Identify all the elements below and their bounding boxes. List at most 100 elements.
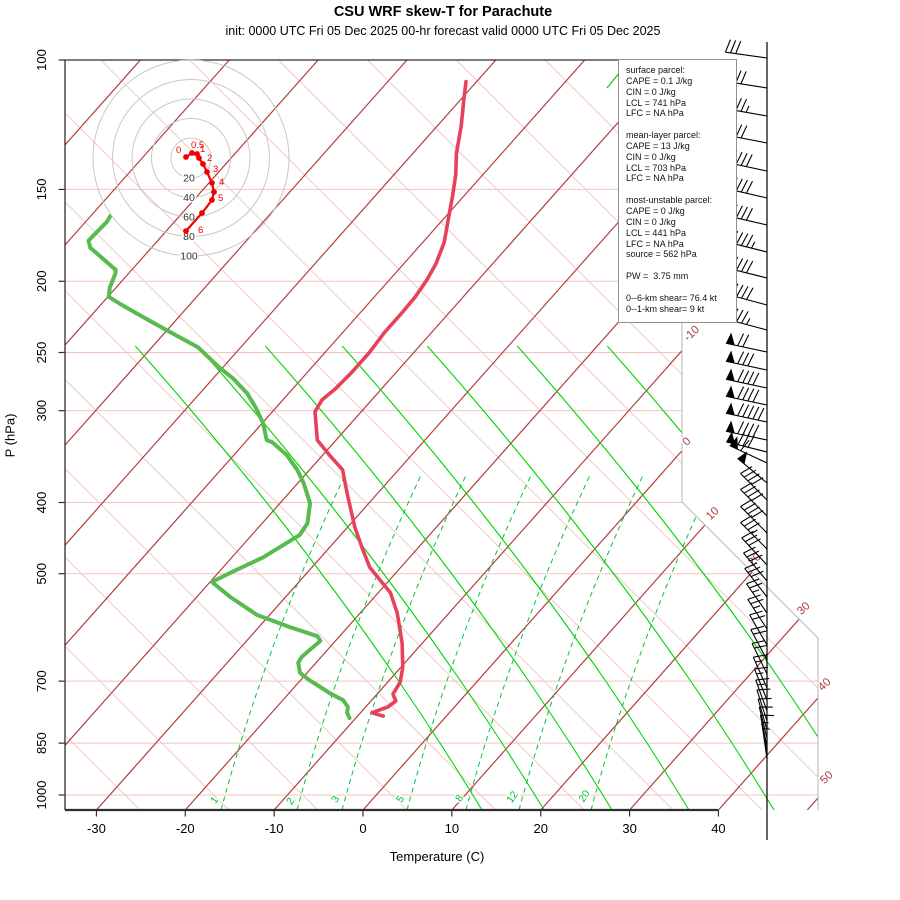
hodograph-ring-label: 60 xyxy=(183,212,195,224)
plot-title: CSU WRF skew-T for Parachute xyxy=(333,4,553,20)
y-axis-title: P (hPa) xyxy=(2,413,18,458)
wind-barb xyxy=(726,431,768,453)
hodograph-height-label: 0 xyxy=(176,145,181,156)
isotherm-line xyxy=(273,60,818,810)
plot-subtitle: init: 0000 UTC Fri 05 Dec 2025 00-hr for… xyxy=(225,24,661,38)
info-box-line: surface parcel: xyxy=(626,65,686,75)
wind-barb xyxy=(740,466,768,501)
wind-barb xyxy=(740,482,768,517)
mixing-ratio-line xyxy=(518,473,645,810)
hodograph-ring-label: 40 xyxy=(183,192,195,204)
y-tick-label: 250 xyxy=(34,342,49,364)
y-tick-label: 500 xyxy=(34,563,49,585)
mixing-ratio-line xyxy=(406,473,533,810)
hodograph-height-label: 3 xyxy=(213,164,218,175)
dry-adiabat-line xyxy=(65,60,230,810)
hodograph-trace-point xyxy=(211,189,217,195)
y-tick-label: 300 xyxy=(34,400,49,422)
hodograph-trace-point xyxy=(183,228,189,234)
moist-adiabat-line xyxy=(516,345,818,810)
mixing-ratio-line xyxy=(465,473,592,810)
info-box-line: CIN = 0 J/kg xyxy=(626,151,676,162)
y-tick-label: 700 xyxy=(34,670,49,692)
dry-adiabat-line xyxy=(278,60,818,810)
wind-barb xyxy=(749,610,768,646)
hodograph-ring-label: 100 xyxy=(180,251,198,263)
wind-barb xyxy=(725,350,768,371)
info-box-line: LCL = 703 hPa xyxy=(626,162,686,173)
isotherm-line xyxy=(629,60,818,810)
x-tick-label: -30 xyxy=(87,821,106,836)
info-box-line: 0--6-km shear= 76.4 kt xyxy=(626,292,717,303)
dry-adiabat-line xyxy=(65,60,407,810)
info-box-line xyxy=(626,184,736,195)
moist-adiabat-line xyxy=(264,345,613,810)
info-box-line: PW = 3.75 mm xyxy=(626,271,689,282)
hodograph-trace-point xyxy=(199,210,205,216)
wind-barb xyxy=(746,578,768,614)
info-box-line: LCL = 441 hPa xyxy=(626,227,686,238)
wind-barb xyxy=(743,546,768,582)
wind-barb xyxy=(751,640,768,675)
wind-barb xyxy=(725,402,768,423)
wind-barb xyxy=(740,515,768,550)
x-tick-label: 20 xyxy=(533,821,547,836)
isotherm-line xyxy=(540,60,818,810)
moist-adiabat-line xyxy=(196,345,545,810)
isotherm-line xyxy=(65,60,408,810)
mixing-ratio-line xyxy=(220,473,347,810)
info-box-line: mean-layer parcel: xyxy=(626,130,701,141)
hodograph-trace-point xyxy=(204,169,210,175)
temperature-curve xyxy=(313,79,468,718)
info-box-line: source = 562 hPa xyxy=(626,249,697,260)
info-box-line: LFC = NA hPa xyxy=(626,238,684,249)
isotherm-label: 30 xyxy=(795,600,813,618)
info-box-line: LCL = 741 hPa xyxy=(626,97,686,108)
dewpoint-curve xyxy=(86,214,352,721)
dry-adiabat-line xyxy=(65,60,763,810)
y-tick-label: 200 xyxy=(34,270,49,292)
x-tick-label: 10 xyxy=(445,821,459,836)
info-box-line xyxy=(626,119,736,130)
mixing-ratio-label: 12 xyxy=(504,789,521,806)
isotherm-line xyxy=(65,60,675,810)
moist-adiabat-line xyxy=(426,345,775,810)
y-tick-label: 1000 xyxy=(34,781,49,810)
info-box-line: CAPE = 0.1 J/kg xyxy=(626,75,693,86)
wind-barb xyxy=(755,678,770,712)
moist-adiabat-line xyxy=(134,345,483,810)
hodograph-height-label: 6 xyxy=(198,225,203,236)
info-box: surface parcel: CAPE = 0.1 J/kg CIN = 0 J/… xyxy=(618,59,737,323)
info-box-line: most-unstable parcel: xyxy=(626,195,713,206)
wind-barb xyxy=(729,436,768,464)
wind-barb xyxy=(759,714,774,747)
wind-barb xyxy=(740,499,768,534)
dry-adiabat-line xyxy=(65,60,141,810)
axis-ticks-and-labels: -30 -20 -10 0 10 20 30 401001502002503004005007… xyxy=(34,49,726,836)
info-box-line: 0--1-km shear= 9 kt xyxy=(626,303,705,314)
hodograph-ring xyxy=(131,98,251,218)
wind-barb xyxy=(757,697,772,731)
wind-barb xyxy=(737,451,768,484)
moist-adiabat-line xyxy=(606,345,818,810)
dry-adiabat-line xyxy=(65,60,319,810)
isotherm-label: -10 xyxy=(682,324,702,344)
mixing-ratio-label: 20 xyxy=(576,788,593,805)
hodograph-trace-point xyxy=(209,197,215,203)
hodograph-trace-point xyxy=(189,150,195,156)
x-tick-label: 0 xyxy=(359,821,366,836)
hodograph-ring xyxy=(92,59,290,257)
wind-barb xyxy=(744,562,768,598)
info-box-line: CIN = 0 J/kg xyxy=(626,216,676,227)
wind-barb xyxy=(725,385,768,406)
info-box-line: LFC = NA hPa xyxy=(626,108,684,119)
isotherm-label: 40 xyxy=(816,676,834,694)
mixing-ratio-line xyxy=(341,473,468,810)
dry-adiabat-line xyxy=(456,60,818,810)
dry-adiabat-line xyxy=(722,60,818,810)
hodograph-height-label: 5 xyxy=(218,193,223,204)
isotherm-line xyxy=(184,60,818,810)
wind-barb xyxy=(756,688,771,722)
hodograph-trace-point xyxy=(209,180,215,186)
